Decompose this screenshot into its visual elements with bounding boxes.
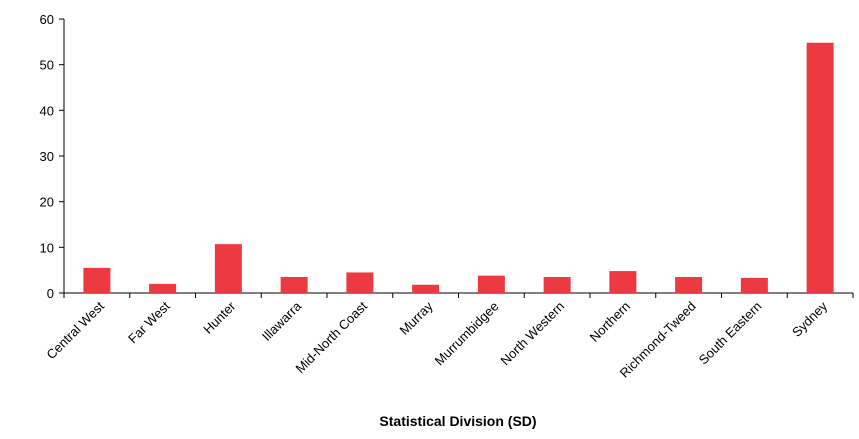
- bar: [214, 244, 242, 293]
- bar: [149, 283, 177, 293]
- x-tick-label: Murrumbidgee: [432, 299, 502, 369]
- bar: [83, 267, 111, 293]
- x-tick-label: Mid-North Coast: [292, 298, 370, 376]
- x-tick-label: Murray: [397, 298, 437, 338]
- y-tick-label: 20: [40, 195, 54, 210]
- y-tick-label: 60: [40, 12, 54, 27]
- x-tick-label: Far West: [125, 298, 173, 346]
- y-tick-label: 40: [40, 103, 54, 118]
- x-tick-label: Central West: [43, 298, 107, 362]
- x-tick-label: North Western: [498, 299, 568, 369]
- x-tick-label: Northern: [587, 299, 633, 345]
- x-tick-label: South Eastern: [696, 299, 765, 368]
- bar: [346, 272, 374, 293]
- bar: [280, 277, 308, 293]
- bar: [609, 271, 637, 293]
- y-tick-label: 0: [47, 286, 54, 301]
- x-tick-label: Hunter: [200, 298, 239, 337]
- bar: [806, 42, 834, 293]
- bar: [675, 277, 703, 293]
- bar: [543, 277, 571, 293]
- bar: [412, 284, 440, 293]
- y-tick-label: 50: [40, 58, 54, 73]
- y-tick-label: 30: [40, 149, 54, 164]
- x-tick-label: Illawarra: [259, 298, 305, 344]
- x-tick-label: Sydney: [789, 298, 831, 340]
- bar: [740, 277, 768, 293]
- bar: [477, 275, 505, 293]
- y-tick-label: 10: [40, 240, 54, 255]
- x-axis-title: Statistical Division (SD): [379, 413, 536, 429]
